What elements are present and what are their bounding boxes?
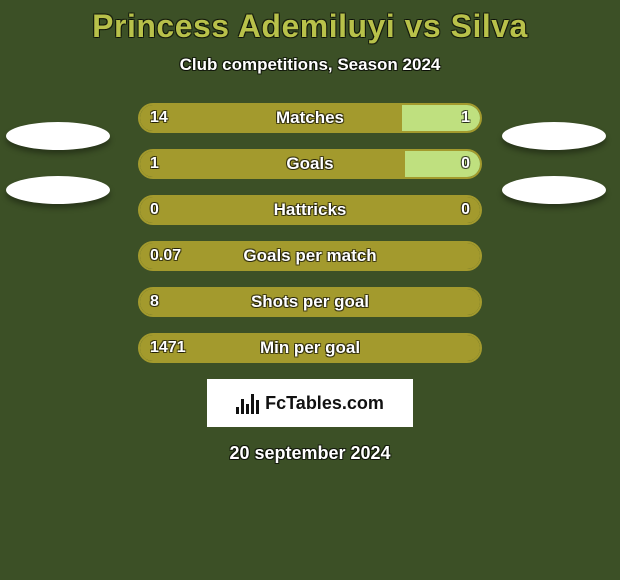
stat-bar-track (138, 149, 482, 179)
avatar-ellipse-right (502, 122, 606, 150)
stat-bar-track (138, 287, 482, 317)
avatar-ellipse-right (502, 176, 606, 204)
stat-bar-right-fill (402, 105, 480, 131)
stat-row: Min per goal1471 (0, 333, 620, 363)
vs-word: vs (405, 8, 442, 44)
subtitle: Club competitions, Season 2024 (0, 55, 620, 75)
stat-bar-track (138, 195, 482, 225)
stat-bar-track (138, 103, 482, 133)
page-title: Princess Ademiluyi vs Silva (0, 0, 620, 45)
stat-bar-left-fill (140, 243, 480, 269)
avatar-ellipse-left (6, 176, 110, 204)
stat-row: Goals10 (0, 149, 620, 179)
comparison-infographic: Princess Ademiluyi vs Silva Club competi… (0, 0, 620, 580)
stat-bar-right-fill (405, 151, 480, 177)
player2-name: Silva (451, 8, 528, 44)
stat-bar-left-fill (140, 151, 405, 177)
stat-bar-left-fill (140, 105, 402, 131)
brand-text: FcTables.com (265, 393, 384, 414)
stat-bar-track (138, 241, 482, 271)
avatar-ellipse-left (6, 122, 110, 150)
stat-bar-left-fill (140, 335, 480, 361)
stat-row: Goals per match0.07 (0, 241, 620, 271)
bar-chart-icon (236, 392, 259, 414)
player1-name: Princess Ademiluyi (92, 8, 395, 44)
stat-bar-left-fill (140, 289, 480, 315)
brand-logo: FcTables.com (207, 379, 413, 427)
date-text: 20 september 2024 (0, 443, 620, 464)
stat-bar-left-fill (140, 197, 480, 223)
stat-row: Shots per goal8 (0, 287, 620, 317)
stat-bar-track (138, 333, 482, 363)
